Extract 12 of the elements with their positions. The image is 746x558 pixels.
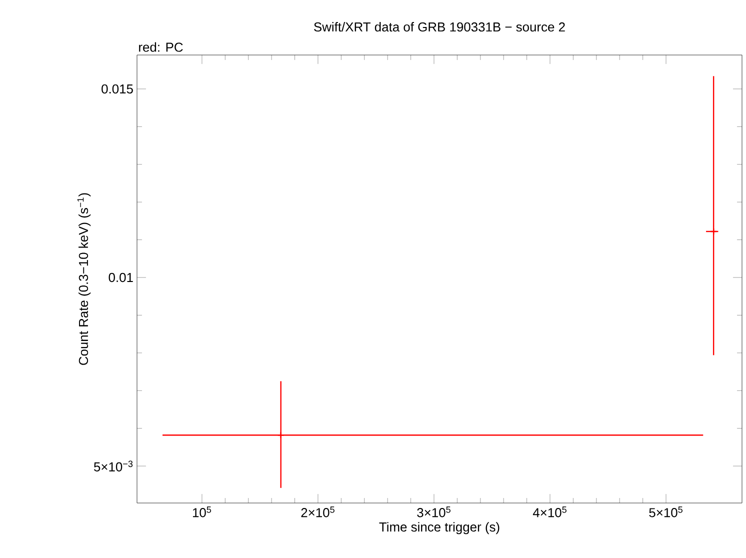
y-tick-label: 0.01 [108,272,133,282]
x-tick-label: 5×10$^{5}$ [649,506,682,518]
text: red: PC [139,42,183,52]
x-tick-label: 4×10$^{5}$ [532,506,566,518]
x-tick-label: 10$^{5}$ [192,506,212,518]
x-axis-title: Time since trigger (s) [379,522,500,534]
y-tick-label: 5×10$^{−3}$ [94,460,133,472]
x-tick-label: 3×10$^{5}$ [417,506,450,518]
y-axis-title: Count Rate (0.3−10 keV) (s$^{−1}$) [77,193,91,365]
chart-title: Swift/XRT data of GRB 190331B − source 2 [314,22,565,32]
x-tick-label: 2×10$^{5}$ [301,506,334,518]
y-tick-label: 0.015 [102,84,133,94]
